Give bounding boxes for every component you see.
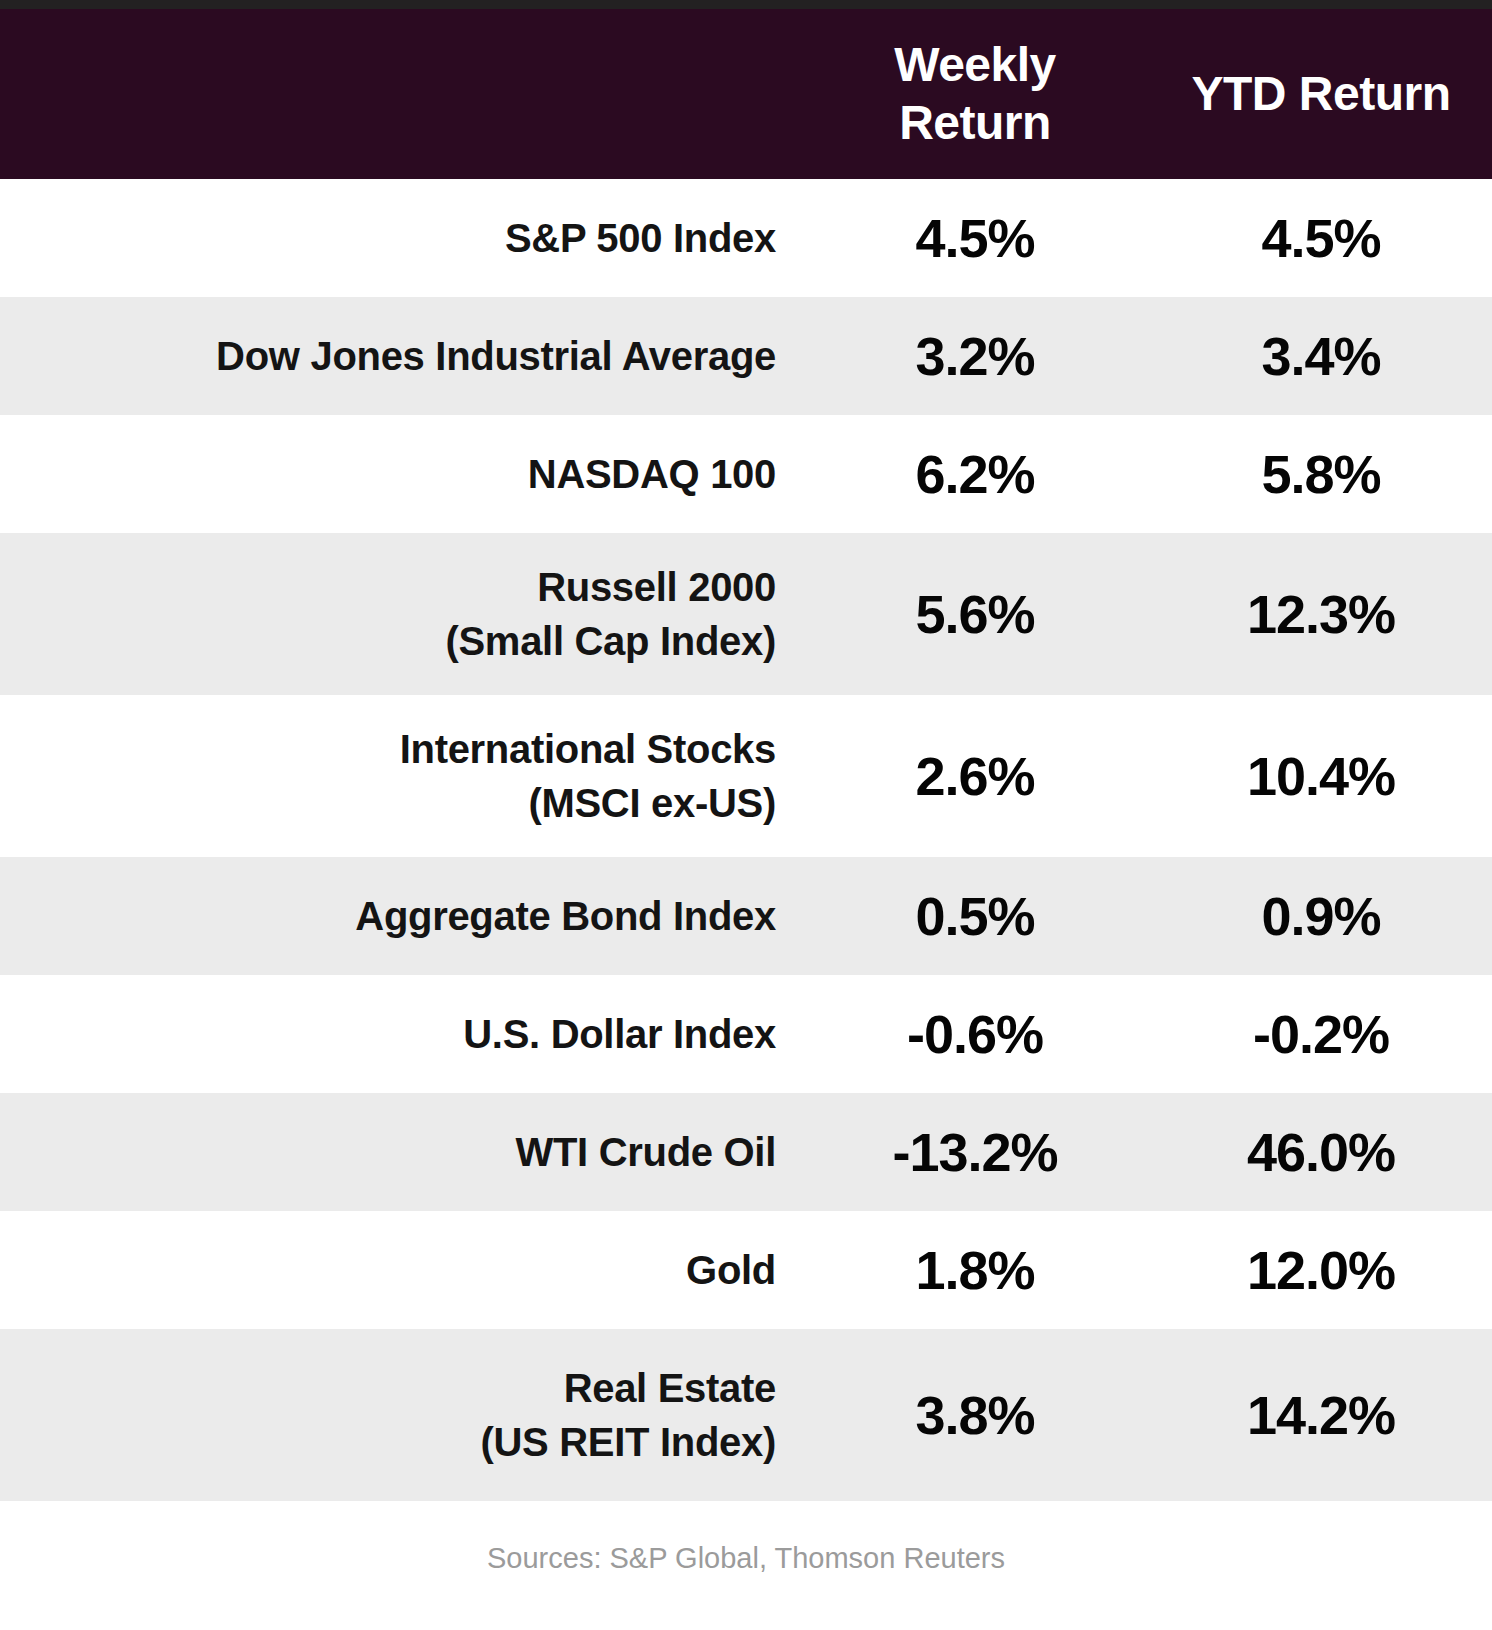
header-ytd-return-label: YTD Return [1192, 67, 1451, 120]
row-label: Dow Jones Industrial Average [0, 329, 800, 383]
table-row-aggregate-bond: Aggregate Bond Index 0.5% 0.9% [0, 857, 1492, 975]
header-ytd-return: YTD Return [1150, 65, 1492, 123]
table-row-gold: Gold 1.8% 12.0% [0, 1211, 1492, 1329]
ytd-return-value: 12.3% [1150, 583, 1492, 645]
row-label-line2: (US REIT Index) [0, 1415, 776, 1469]
weekly-return-value: -13.2% [800, 1121, 1150, 1183]
weekly-return-value: 5.6% [800, 583, 1150, 645]
sources-note: Sources: S&P Global, Thomson Reuters [487, 1542, 1005, 1575]
table-header: Weekly Return YTD Return [0, 9, 1492, 179]
ytd-return-value: 10.4% [1150, 745, 1492, 807]
weekly-return-value: 0.5% [800, 885, 1150, 947]
row-label-line1: WTI Crude Oil [0, 1125, 776, 1179]
row-label-line1: Real Estate [0, 1361, 776, 1415]
row-label-line1: U.S. Dollar Index [0, 1007, 776, 1061]
ytd-return-value: 14.2% [1150, 1384, 1492, 1446]
table-row-real-estate: Real Estate (US REIT Index) 3.8% 14.2% [0, 1329, 1492, 1501]
row-label: Gold [0, 1243, 800, 1297]
header-weekly-return-label: Weekly Return [860, 36, 1090, 152]
table-row-dow-jones: Dow Jones Industrial Average 3.2% 3.4% [0, 297, 1492, 415]
ytd-return-value: 3.4% [1150, 325, 1492, 387]
row-label: Russell 2000 (Small Cap Index) [0, 560, 800, 668]
weekly-return-value: -0.6% [800, 1003, 1150, 1065]
table-row-us-dollar: U.S. Dollar Index -0.6% -0.2% [0, 975, 1492, 1093]
row-label: International Stocks (MSCI ex-US) [0, 722, 800, 830]
row-label: Aggregate Bond Index [0, 889, 800, 943]
row-label-line2: (Small Cap Index) [0, 614, 776, 668]
ytd-return-value: 5.8% [1150, 443, 1492, 505]
table-row-international-stocks: International Stocks (MSCI ex-US) 2.6% 1… [0, 695, 1492, 857]
table-row-nasdaq-100: NASDAQ 100 6.2% 5.8% [0, 415, 1492, 533]
row-label: WTI Crude Oil [0, 1125, 800, 1179]
table-row-wti-crude-oil: WTI Crude Oil -13.2% 46.0% [0, 1093, 1492, 1211]
row-label-line1: Russell 2000 [0, 560, 776, 614]
row-label-line1: Gold [0, 1243, 776, 1297]
row-label: S&P 500 Index [0, 211, 800, 265]
row-label-line2: (MSCI ex-US) [0, 776, 776, 830]
row-label-line1: S&P 500 Index [0, 211, 776, 265]
row-label-line1: Dow Jones Industrial Average [0, 329, 776, 383]
table-body: S&P 500 Index 4.5% 4.5% Dow Jones Indust… [0, 179, 1492, 1501]
ytd-return-value: 46.0% [1150, 1121, 1492, 1183]
ytd-return-value: 4.5% [1150, 207, 1492, 269]
table-footer: Sources: S&P Global, Thomson Reuters [0, 1501, 1492, 1630]
weekly-return-value: 3.2% [800, 325, 1150, 387]
row-label-line1: International Stocks [0, 722, 776, 776]
ytd-return-value: 0.9% [1150, 885, 1492, 947]
row-label: Real Estate (US REIT Index) [0, 1361, 800, 1469]
row-label: U.S. Dollar Index [0, 1007, 800, 1061]
header-weekly-return: Weekly Return [800, 36, 1150, 152]
weekly-return-value: 2.6% [800, 745, 1150, 807]
table-row-sp500: S&P 500 Index 4.5% 4.5% [0, 179, 1492, 297]
weekly-return-value: 6.2% [800, 443, 1150, 505]
row-label-line1: NASDAQ 100 [0, 447, 776, 501]
row-label-line1: Aggregate Bond Index [0, 889, 776, 943]
table-row-russell-2000: Russell 2000 (Small Cap Index) 5.6% 12.3… [0, 533, 1492, 695]
weekly-return-value: 1.8% [800, 1239, 1150, 1301]
weekly-return-value: 3.8% [800, 1384, 1150, 1446]
ytd-return-value: -0.2% [1150, 1003, 1492, 1065]
row-label: NASDAQ 100 [0, 447, 800, 501]
top-border-strip [0, 0, 1492, 9]
ytd-return-value: 12.0% [1150, 1239, 1492, 1301]
weekly-return-value: 4.5% [800, 207, 1150, 269]
